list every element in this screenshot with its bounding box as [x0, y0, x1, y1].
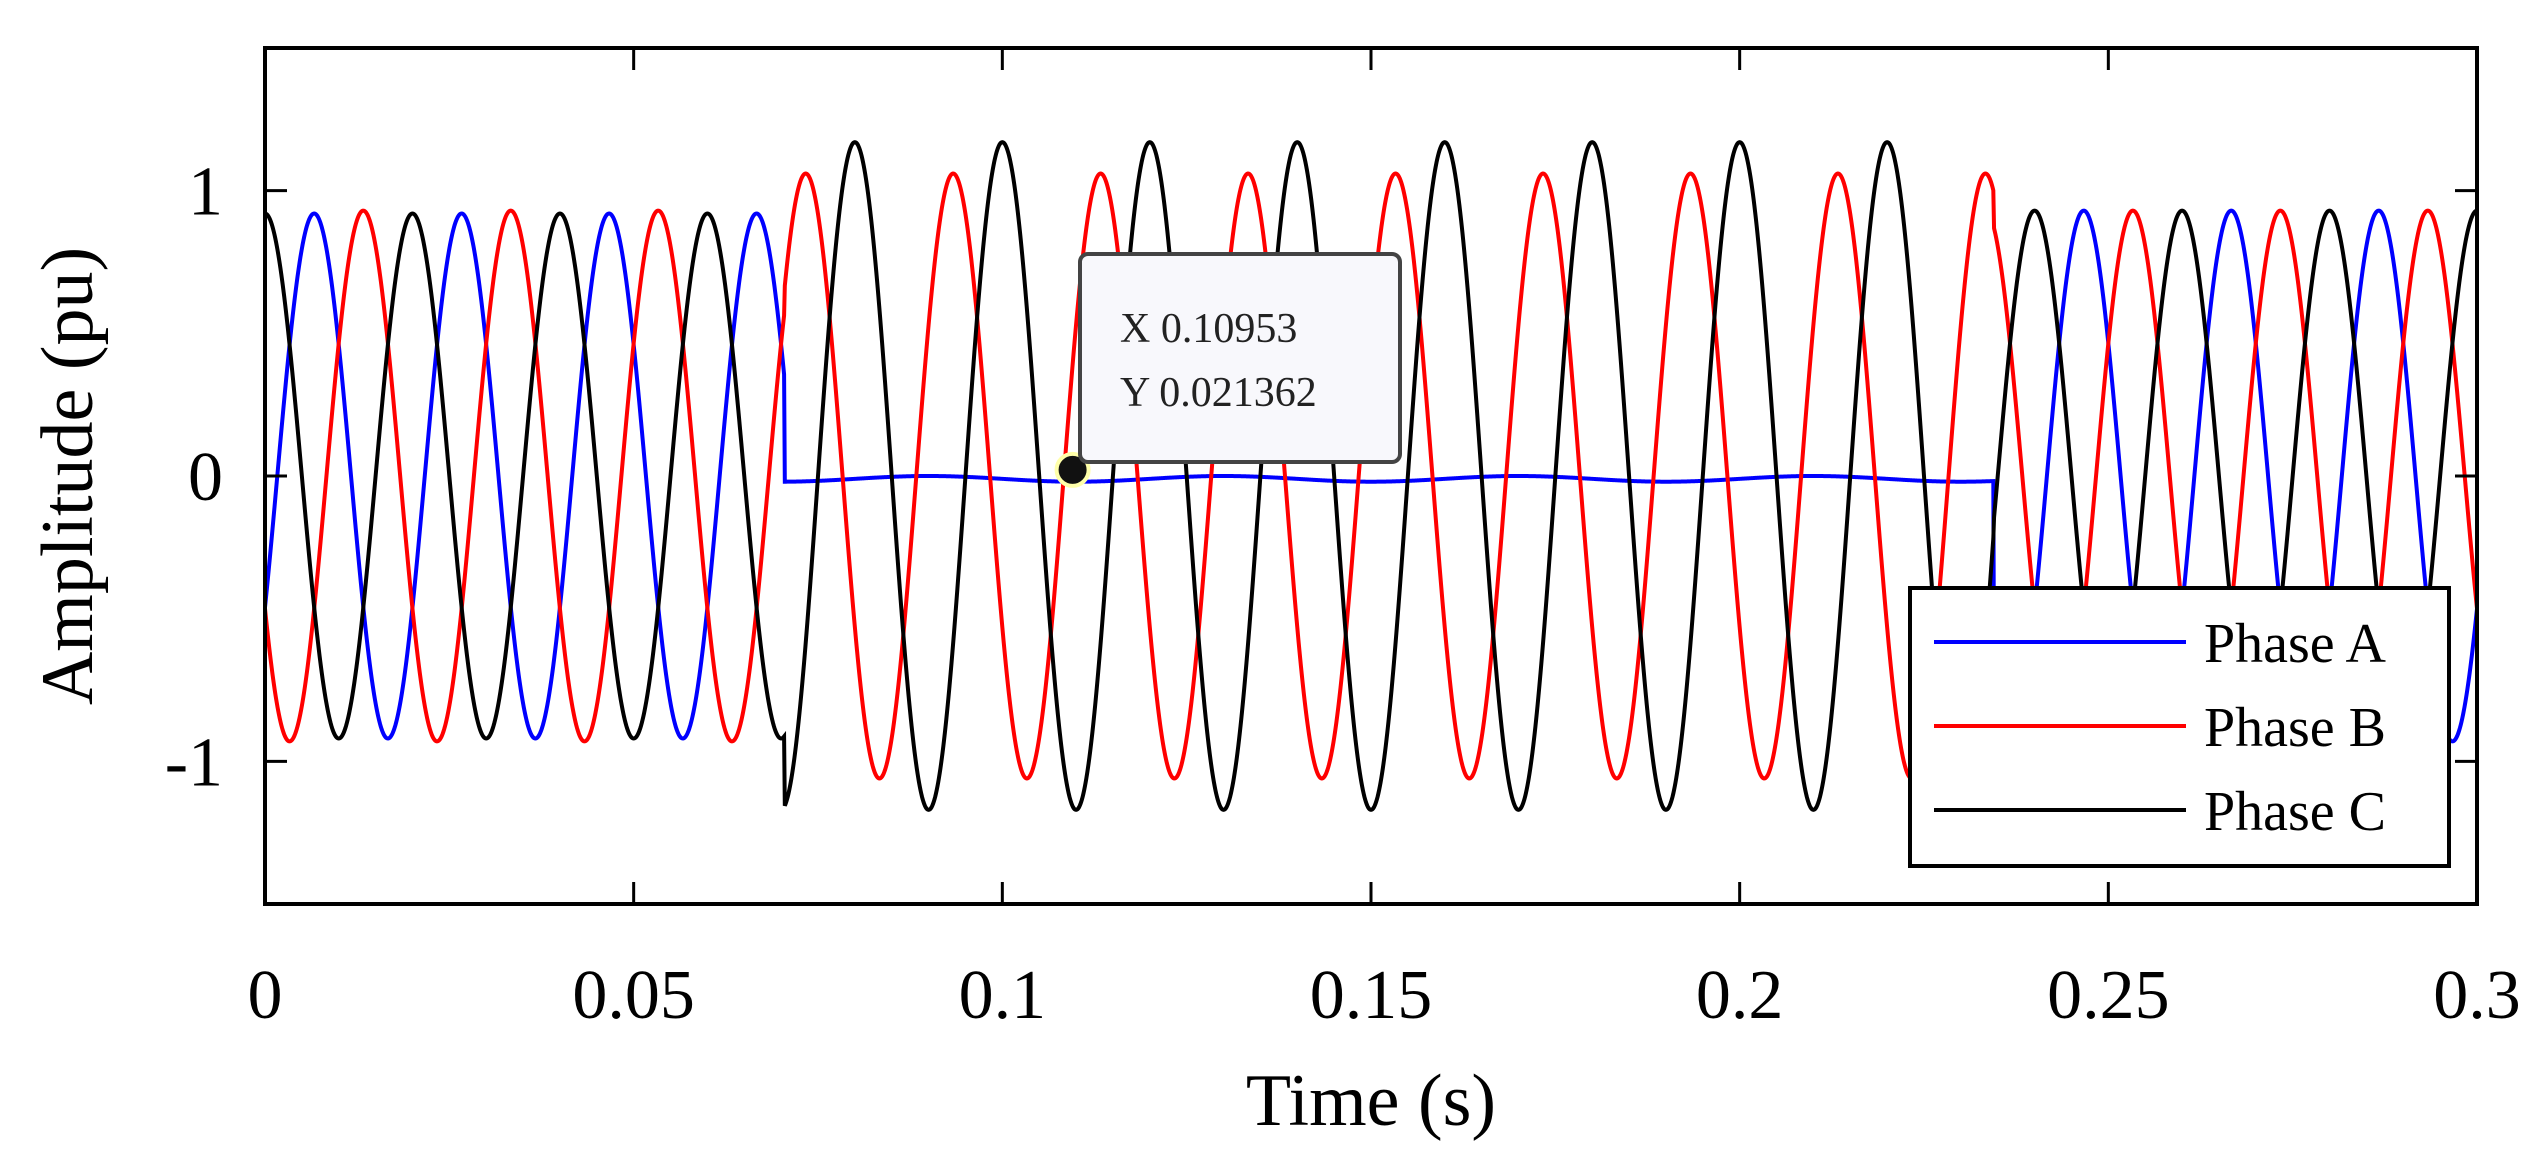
y-tick-label: -1	[165, 724, 223, 801]
x-tick-label: 0.05	[572, 957, 695, 1034]
legend-label-phase-a: Phase A	[2204, 613, 2387, 675]
datatip-box	[1078, 252, 1402, 464]
datatip-marker[interactable]	[1054, 451, 1091, 488]
legend: Phase A Phase B Phase C	[1908, 586, 2451, 868]
ticks-group: 0 0.05 0.1 0.15 0.2 0.25 0.3 -1 0 1	[165, 48, 2521, 1034]
y-tick-label: 1	[188, 154, 223, 231]
x-axis-title: Time (s)	[1246, 1060, 1496, 1142]
y-axis-title: Amplitude (pu)	[27, 247, 109, 705]
x-tick-label: 0.3	[2433, 957, 2521, 1034]
x-tick-label: 0.25	[2047, 957, 2170, 1034]
legend-label-phase-b: Phase B	[2204, 697, 2386, 759]
y-tick-label: 0	[188, 439, 223, 516]
x-tick-label: 0	[248, 957, 283, 1034]
datatip-x-label: X 0.10953	[1120, 306, 1297, 352]
datatip[interactable]: X 0.10953 Y 0.021362	[1054, 252, 1402, 488]
x-tick-label: 0.1	[959, 957, 1047, 1034]
x-tick-label: 0.2	[1696, 957, 1784, 1034]
legend-label-phase-c: Phase C	[2204, 781, 2386, 843]
x-tick-label: 0.15	[1310, 957, 1433, 1034]
datatip-y-label: Y 0.021362	[1120, 370, 1317, 416]
